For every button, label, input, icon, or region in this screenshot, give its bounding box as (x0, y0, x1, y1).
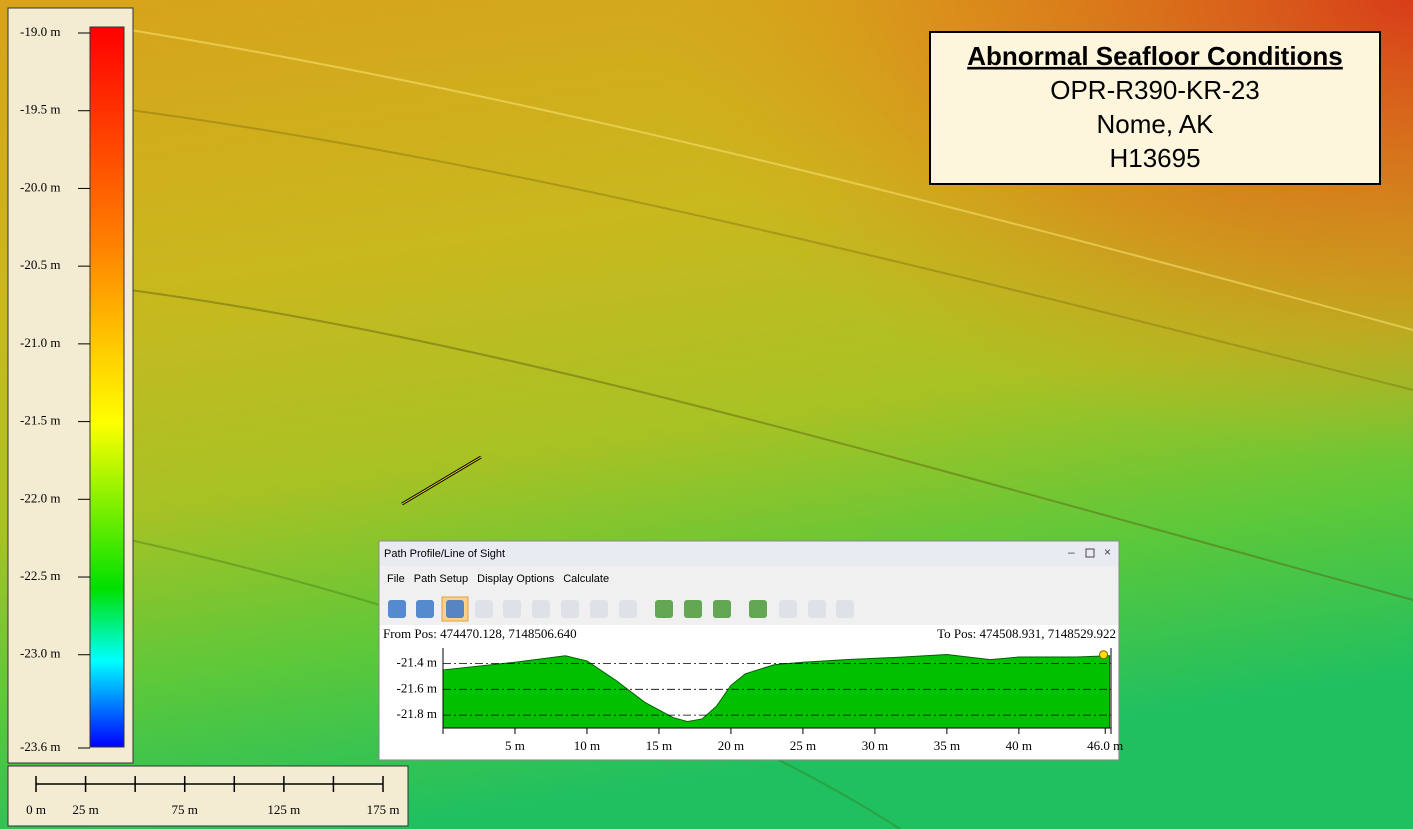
menu-item[interactable]: File (387, 573, 405, 585)
x-tick-label: 10 m (574, 738, 600, 753)
tool-icon[interactable] (561, 600, 579, 618)
to-pos: To Pos: 474508.931, 7148529.922 (937, 626, 1116, 641)
scale-label: 75 m (172, 802, 198, 817)
legend-label: -21.5 m (20, 413, 60, 428)
legend-label: -21.0 m (20, 335, 60, 350)
map-view: -19.0 m -19.5 m -20.0 m -20.5 m -21.0 m -21.5… (0, 0, 1413, 829)
legend-label: -23.0 m (20, 646, 60, 661)
legend-label: -20.5 m (20, 257, 60, 272)
x-tick-label: 30 m (862, 738, 888, 753)
end-marker (1100, 651, 1108, 659)
tool-icon[interactable] (446, 600, 464, 618)
tool-icon[interactable] (619, 600, 637, 618)
subtitle: Nome, AK (1096, 109, 1214, 139)
toolbar-icons (388, 600, 854, 618)
subtitle: H13695 (1109, 143, 1200, 173)
legend-label: -22.0 m (20, 490, 60, 505)
legend-label: -22.5 m (20, 568, 60, 583)
menu-bar: File Path Setup Display Options Calculate (387, 573, 609, 585)
y-tick-label: -21.4 m (397, 654, 437, 669)
tool-icon[interactable] (713, 600, 731, 618)
legend-label: -20.0 m (20, 179, 60, 194)
x-tick-label: 25 m (790, 738, 816, 753)
tool-icon[interactable] (388, 600, 406, 618)
tool-icon[interactable] (475, 600, 493, 618)
tool-icon[interactable] (749, 600, 767, 618)
legend-label: -23.6 m (20, 739, 60, 754)
tool-icon[interactable] (808, 600, 826, 618)
scale-label: 0 m (26, 802, 46, 817)
x-tick-label: 46.0 m (1087, 738, 1123, 753)
tool-icon[interactable] (779, 600, 797, 618)
x-tick-label: 5 m (505, 738, 525, 753)
scale-panel (8, 766, 408, 826)
menu-item[interactable]: Display Options (477, 573, 555, 585)
x-tick-label: 20 m (718, 738, 744, 753)
minimize-button[interactable]: – (1068, 545, 1075, 559)
title: Abnormal Seafloor Conditions (967, 41, 1343, 71)
legend-label: -19.5 m (20, 102, 60, 117)
x-tick-label: 40 m (1006, 738, 1032, 753)
x-tick-label: 15 m (646, 738, 672, 753)
y-tick-label: -21.8 m (397, 706, 437, 721)
scale-label: 25 m (72, 802, 98, 817)
close-button[interactable]: × (1104, 545, 1111, 559)
tool-icon[interactable] (836, 600, 854, 618)
menu-item[interactable]: Calculate (563, 573, 609, 585)
tool-icon[interactable] (503, 600, 521, 618)
scale-label: 125 m (267, 802, 300, 817)
tool-icon[interactable] (532, 600, 550, 618)
tool-icon[interactable] (416, 600, 434, 618)
from-pos: From Pos: 474470.128, 7148506.640 (383, 626, 577, 641)
tool-icon[interactable] (655, 600, 673, 618)
tool-icon[interactable] (684, 600, 702, 618)
subtitle: OPR-R390-KR-23 (1050, 75, 1260, 105)
x-tick-label: 35 m (934, 738, 960, 753)
window-title: Path Profile/Line of Sight (384, 548, 505, 560)
menu-item[interactable]: Path Setup (414, 573, 468, 585)
y-tick-label: -21.6 m (397, 680, 437, 695)
profile-area (443, 654, 1110, 728)
tool-icon[interactable] (590, 600, 608, 618)
legend-label: -19.0 m (20, 24, 60, 39)
profile-window: Path Profile/Line of Sight – × File Path … (379, 541, 1123, 760)
scale-label: 175 m (367, 802, 400, 817)
color-ramp (90, 27, 124, 747)
page: -19.0 m -19.5 m -20.0 m -20.5 m -21.0 m -21.5… (0, 0, 1413, 829)
